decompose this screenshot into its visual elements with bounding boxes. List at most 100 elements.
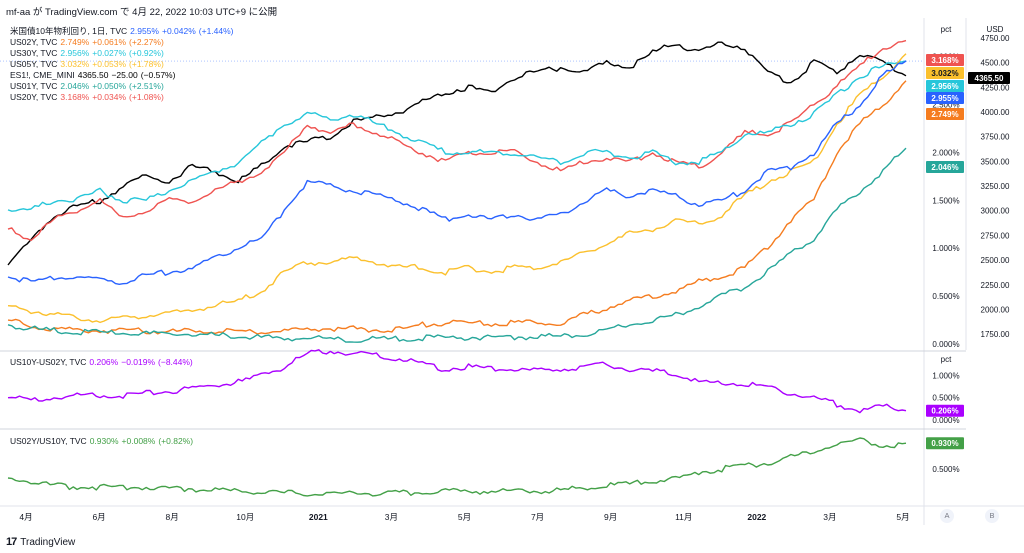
y-right-tick: 4500.00 xyxy=(981,59,1010,68)
pane-y-tick: 0.500% xyxy=(932,465,959,474)
legend-pane3: US02Y/US10Y, TVC 0.930% +0.008% (+0.82%) xyxy=(10,436,196,447)
last-value-text: 2.046% xyxy=(931,163,958,172)
legend-change: −0.019% xyxy=(121,357,156,367)
y-right-tick: 1750.00 xyxy=(981,330,1010,339)
legend-change: −25.00 xyxy=(111,70,138,80)
legend-pct: (+1.78%) xyxy=(129,59,164,69)
legend-change: +0.061% xyxy=(92,37,127,47)
y-right-tick: 4750.00 xyxy=(981,34,1010,43)
legend-name: US05Y, TVC xyxy=(10,59,58,69)
series-line xyxy=(7,53,907,324)
last-value-badge xyxy=(926,161,964,173)
x-tick-label: 7月 xyxy=(531,512,544,522)
x-tick-label: 5月 xyxy=(458,512,471,522)
y-left-tick: 1.000% xyxy=(932,244,959,253)
series-line xyxy=(7,41,907,266)
legend-name: ES1!, CME_MINI xyxy=(10,70,75,80)
x-tick-label: 2021 xyxy=(309,512,328,522)
legend-name: US02Y/US10Y, TVC xyxy=(10,436,87,446)
series-line xyxy=(7,60,907,285)
x-tick-label: 10月 xyxy=(236,512,254,522)
legend-value: 0.206% xyxy=(89,357,119,367)
last-value-badge xyxy=(926,80,964,92)
y-right-tick: 2000.00 xyxy=(981,305,1010,314)
left-unit-label: pct xyxy=(941,25,952,34)
last-value-text: 2.749% xyxy=(931,110,958,119)
y-left-tick: 0.000% xyxy=(932,340,959,349)
y-right-tick: 4000.00 xyxy=(981,108,1010,117)
legend-row[interactable]: 米国債10年物利回り, 1日, TVC 2.955% +0.042% (+1.44%) xyxy=(10,26,237,37)
x-tick-label: 2022 xyxy=(747,512,766,522)
legend-value: 2.046% xyxy=(60,81,90,91)
legend-pane2: US10Y-US02Y, TVC 0.206% −0.019% (−8.44%) xyxy=(10,357,196,368)
legend-row[interactable]: US20Y, TVC 3.168% +0.034% (+1.08%) xyxy=(10,92,237,103)
legend-row[interactable]: US05Y, TVC 3.032% +0.053% (+1.78%) xyxy=(10,59,237,70)
last-value-text: 3.032% xyxy=(931,69,958,78)
last-value-badge xyxy=(926,437,964,450)
legend-pct: (−8.44%) xyxy=(158,357,193,367)
legend-value: 4365.50 xyxy=(77,70,109,80)
x-tick-label: 6月 xyxy=(92,512,105,522)
legend-row[interactable]: US10Y-US02Y, TVC 0.206% −0.019% (−8.44%) xyxy=(10,357,196,368)
last-value-text: 4365.50 xyxy=(975,74,1004,83)
y-right-tick: 2750.00 xyxy=(981,231,1010,240)
pane-y-tick: 0.000% xyxy=(932,416,959,425)
x-tick-label: 3月 xyxy=(823,512,836,522)
y-left-tick: 2.000% xyxy=(932,148,959,157)
legend-main: 米国債10年物利回り, 1日, TVC 2.955% +0.042% (+1.44%)… xyxy=(10,26,237,103)
right-unit-label: USD xyxy=(987,25,1004,34)
y-right-tick: 3000.00 xyxy=(981,207,1010,216)
last-value-text: 0.930% xyxy=(931,439,958,448)
legend-change: +0.053% xyxy=(92,59,127,69)
auto-scale-button[interactable]: A xyxy=(940,509,954,523)
pane-unit-label: pct xyxy=(941,355,952,364)
last-value-badge xyxy=(926,92,964,104)
x-tick-label: 9月 xyxy=(604,512,617,522)
last-value-badge xyxy=(926,404,964,417)
series-line xyxy=(7,349,907,414)
y-right-tick: 2250.00 xyxy=(981,281,1010,290)
legend-row[interactable]: ES1!, CME_MINI 4365.50 −25.00 (−0.57%) xyxy=(10,70,237,81)
legend-name: US20Y, TVC xyxy=(10,92,58,102)
legend-pct: (+2.27%) xyxy=(129,37,164,47)
last-value-text: 2.956% xyxy=(931,82,958,91)
last-value-text: 3.168% xyxy=(931,56,958,65)
legend-pct: (+0.82%) xyxy=(158,436,194,446)
legend-name: US10Y-US02Y, TVC xyxy=(10,357,87,367)
legend-row[interactable]: US30Y, TVC 2.956% +0.027% (+0.92%) xyxy=(10,48,237,59)
y-right-tick: 3500.00 xyxy=(981,157,1010,166)
last-value-badge xyxy=(926,54,964,66)
legend-row[interactable]: US02Y/US10Y, TVC 0.930% +0.008% (+0.82%) xyxy=(10,436,196,447)
series-line xyxy=(7,437,907,497)
legend-value: 2.956% xyxy=(60,48,90,58)
legend-row[interactable]: US01Y, TVC 2.046% +0.050% (+2.51%) xyxy=(10,81,237,92)
legend-change: +0.042% xyxy=(161,26,196,36)
pane-y-tick: 0.500% xyxy=(932,394,959,403)
last-value-text: 2.955% xyxy=(931,94,958,103)
legend-pct: (+1.08%) xyxy=(129,92,164,102)
series-line xyxy=(7,80,907,335)
y-right-tick: 3750.00 xyxy=(981,133,1010,142)
x-tick-label: 5月 xyxy=(896,512,909,522)
y-right-tick: 2500.00 xyxy=(981,256,1010,265)
publish-header: mf-aa が TradingView.com で 4月 22, 2022 10… xyxy=(6,7,278,18)
series-line xyxy=(7,60,907,212)
footer: 17 TradingView xyxy=(6,536,75,548)
x-tick-label: 8月 xyxy=(166,512,179,522)
legend-pct: (+0.92%) xyxy=(129,48,164,58)
series-line xyxy=(7,147,907,343)
pane-y-tick: 1.000% xyxy=(932,372,959,381)
legend-change: +0.050% xyxy=(92,81,127,91)
y-left-tick: 1.500% xyxy=(932,196,959,205)
x-tick-label: 3月 xyxy=(385,512,398,522)
legend-change: +0.027% xyxy=(92,48,127,58)
legend-change: +0.034% xyxy=(92,92,127,102)
legend-pct: (+1.44%) xyxy=(198,26,234,36)
legend-value: 0.930% xyxy=(89,436,119,446)
x-tick-label: 4月 xyxy=(19,512,32,522)
legend-value: 3.168% xyxy=(60,92,90,102)
legend-value: 3.032% xyxy=(60,59,90,69)
legend-row[interactable]: US02Y, TVC 2.749% +0.061% (+2.27%) xyxy=(10,37,237,48)
b-button[interactable]: B xyxy=(985,509,999,523)
